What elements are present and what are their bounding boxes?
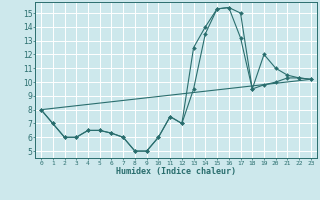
X-axis label: Humidex (Indice chaleur): Humidex (Indice chaleur)	[116, 167, 236, 176]
